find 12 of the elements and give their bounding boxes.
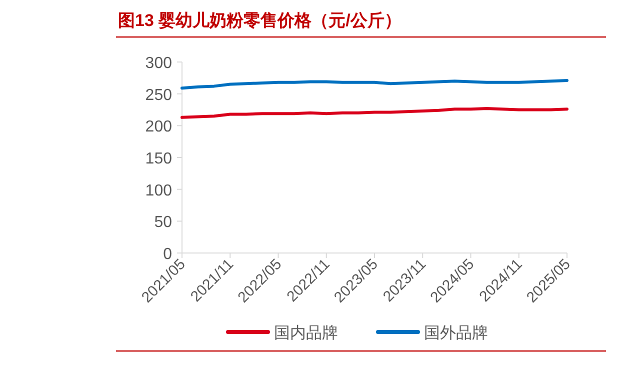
line-series bbox=[180, 78, 568, 90]
legend-label: 国内品牌 bbox=[274, 324, 338, 342]
legend-label: 国外品牌 bbox=[424, 324, 488, 342]
y-tick-label: 50 bbox=[154, 214, 172, 232]
y-tick-label: 300 bbox=[145, 55, 172, 72]
y-tick-label: 150 bbox=[145, 150, 172, 168]
line-series bbox=[180, 106, 568, 119]
y-tick-label: 0 bbox=[163, 246, 172, 263]
y-tick-label: 250 bbox=[145, 86, 172, 104]
y-tick-label: 200 bbox=[145, 118, 172, 136]
chart-title: 图13 婴幼儿奶粉零售价格（元/公斤） bbox=[118, 11, 402, 30]
y-tick-label: 100 bbox=[145, 182, 172, 200]
